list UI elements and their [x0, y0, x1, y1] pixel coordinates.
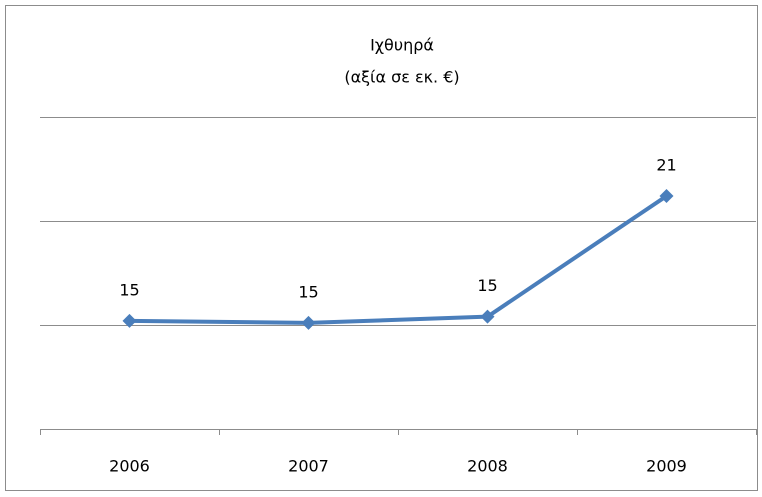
x-tick-label: 2007	[288, 457, 329, 476]
point-marker	[122, 313, 137, 328]
point-marker	[659, 189, 674, 204]
data-label: 15	[298, 282, 318, 301]
series-line	[129, 194, 668, 325]
x-tick-label: 2008	[467, 457, 508, 476]
point-marker	[480, 309, 495, 324]
data-label: 15	[119, 280, 139, 299]
data-label: 21	[656, 156, 676, 175]
point-marker	[301, 315, 316, 330]
x-tick-label: 2009	[646, 457, 687, 476]
chart-subtitle: (αξία σε εκ. €)	[344, 68, 459, 87]
chart-frame	[5, 5, 758, 491]
chart-title: Ιχθυηρά	[370, 36, 434, 55]
x-tick-label: 2006	[109, 457, 150, 476]
data-label: 15	[477, 276, 497, 295]
